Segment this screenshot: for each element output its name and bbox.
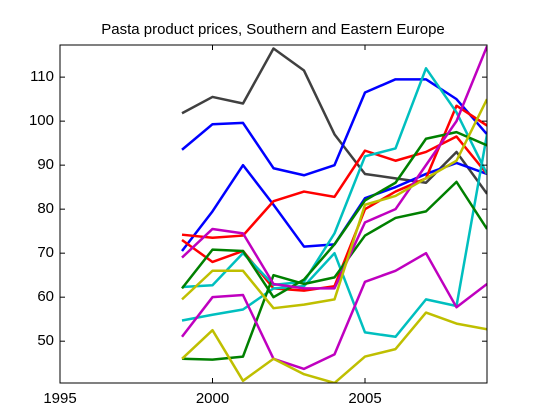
- series-line: [181, 98, 487, 310]
- plot-lines: [181, 45, 487, 383]
- series-line: [181, 135, 487, 240]
- y-tick-label: 60: [37, 288, 54, 305]
- series-line: [181, 134, 487, 339]
- y-tick-label: 90: [37, 156, 54, 173]
- y-tick-label: 110: [30, 68, 54, 85]
- series-line: [181, 67, 487, 289]
- series-line: [181, 45, 487, 290]
- series-line: [181, 180, 487, 361]
- y-tick-label: 100: [29, 112, 54, 129]
- series-line: [181, 311, 487, 383]
- series-line: [181, 251, 487, 371]
- series-line: [181, 130, 487, 299]
- x-tick-label: 2000: [196, 390, 229, 407]
- x-tick-label: 1995: [43, 390, 76, 407]
- plot-frame: [59, 44, 488, 384]
- y-tick-label: 80: [37, 200, 54, 217]
- chart-title: Pasta product prices, Southern and Easte…: [101, 21, 445, 38]
- x-tick-label: 2005: [348, 390, 381, 407]
- y-tick-label: 50: [37, 332, 54, 349]
- y-tick-label: 70: [37, 244, 54, 261]
- series-line: [181, 78, 487, 177]
